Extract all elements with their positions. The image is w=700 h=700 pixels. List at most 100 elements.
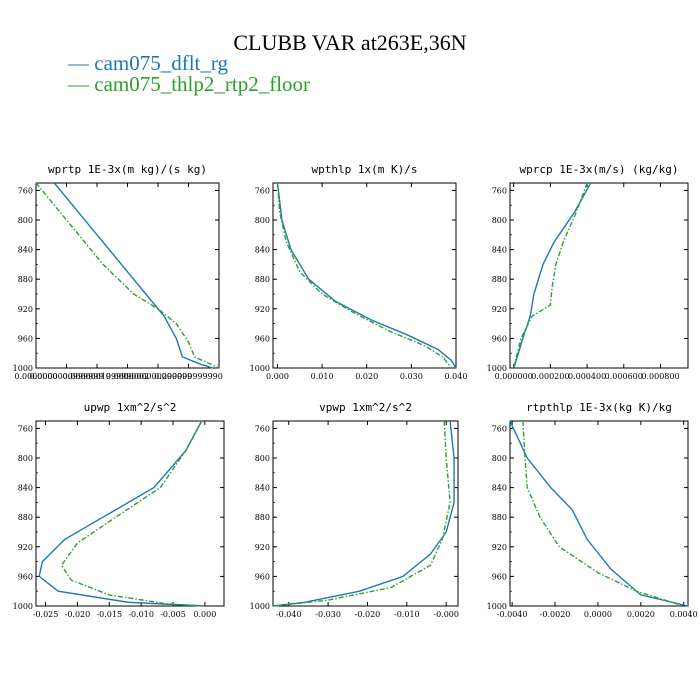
ytick-label-4-5: 960 bbox=[255, 572, 270, 581]
legend-label-1: cam075_thlp2_rtp2_floor bbox=[94, 72, 311, 96]
xtick-label-2-2: 0.000400 bbox=[568, 372, 606, 381]
ytick-label-0-1: 800 bbox=[18, 216, 33, 225]
xtick-label-5-3: 0.0020 bbox=[627, 610, 655, 619]
ytick-label-3-3: 880 bbox=[18, 513, 33, 522]
xtick-label-3-0: -0.025 bbox=[33, 610, 59, 619]
ytick-label-0-0: 760 bbox=[18, 186, 33, 195]
ytick-label-4-1: 800 bbox=[255, 454, 270, 463]
xtick-label-0-3: 0.0000002 bbox=[106, 372, 149, 381]
xtick-label-1-1: 0.010 bbox=[311, 372, 334, 381]
ytick-label-0-3: 880 bbox=[18, 275, 33, 284]
ytick-label-1-3: 880 bbox=[255, 275, 270, 284]
panel-2: wprcp 1E-3x(m/s) (kg/kg) 760 800 840 880 920 9… bbox=[487, 163, 689, 381]
xtick-label-0-1: 0.0000000999999 bbox=[30, 372, 104, 381]
xtick-label-3-1: -0.020 bbox=[65, 610, 91, 619]
xtick-label-0-4: 0.000000299999 bbox=[124, 372, 193, 381]
ytick-label-4-3: 880 bbox=[255, 513, 270, 522]
panel-4: vpwp 1xm^2/s^2 760 800 840 880 920 960 1000 -0.0… bbox=[250, 401, 459, 619]
series-line-5-0 bbox=[509, 420, 689, 607]
xtick-label-1-3: 0.030 bbox=[400, 372, 423, 381]
ytick-label-5-3: 880 bbox=[492, 513, 507, 522]
ytick-label-0-6: 1000 bbox=[13, 364, 33, 373]
xtick-label-0-5: 0.000000999990 bbox=[154, 372, 223, 381]
series-line-3-1 bbox=[60, 420, 205, 607]
ytick-label-5-0: 760 bbox=[492, 424, 507, 433]
ytick-label-5-2: 840 bbox=[492, 484, 507, 493]
panel-title-4: vpwp 1xm^2/s^2 bbox=[319, 401, 412, 414]
series-line-4-1 bbox=[272, 420, 451, 607]
xtick-label-2-1: 0.000200 bbox=[531, 372, 569, 381]
ytick-label-1-4: 920 bbox=[255, 305, 270, 314]
panel-title-5: rtpthlp 1E-3x(kg K)/kg bbox=[526, 401, 672, 414]
xtick-label-3-2: -0.015 bbox=[96, 610, 122, 619]
ytick-label-5-6: 1000 bbox=[487, 602, 507, 611]
ytick-label-5-1: 800 bbox=[492, 454, 507, 463]
ytick-label-3-2: 840 bbox=[18, 484, 33, 493]
series-line-0-0 bbox=[53, 182, 214, 369]
ytick-label-2-3: 880 bbox=[492, 275, 507, 284]
ytick-label-4-6: 1000 bbox=[250, 602, 270, 611]
panel-frame-0 bbox=[35, 182, 220, 369]
xtick-label-2-3: 0.000600 bbox=[605, 372, 643, 381]
panel-frame-3 bbox=[35, 420, 225, 607]
figure-title: CLUBB VAR at263E,36N bbox=[233, 30, 467, 55]
panel-frame-4 bbox=[272, 420, 459, 607]
ytick-label-2-4: 920 bbox=[492, 305, 507, 314]
ytick-label-1-2: 840 bbox=[255, 246, 270, 255]
xtick-label-1-2: 0.020 bbox=[355, 372, 378, 381]
xtick-label-4-1: -0.030 bbox=[315, 610, 341, 619]
ytick-label-4-0: 760 bbox=[255, 424, 270, 433]
series-line-4-0 bbox=[272, 420, 455, 607]
series-line-0-1 bbox=[35, 182, 220, 369]
series-line-2-0 bbox=[513, 182, 592, 369]
xtick-label-5-1: -0.0020 bbox=[540, 610, 571, 619]
panel-title-2: wprcp 1E-3x(m/s) (kg/kg) bbox=[520, 163, 679, 176]
ytick-label-1-5: 960 bbox=[255, 334, 270, 343]
xtick-label-3-5: 0.000 bbox=[193, 610, 216, 619]
xtick-label-5-2: 0.0000 bbox=[584, 610, 612, 619]
panel-title-0: wprtp 1E-3x(m kg)/(s kg) bbox=[48, 163, 207, 176]
panel-3: upwp 1xm^2/s^27608008408809209601000-0.0… bbox=[13, 401, 225, 619]
series-line-1-1 bbox=[276, 182, 453, 369]
xtick-label-3-4: -0.005 bbox=[160, 610, 186, 619]
xtick-label-1-4: 0.040 bbox=[445, 372, 468, 381]
ytick-label-5-5: 960 bbox=[492, 572, 507, 581]
xtick-label-5-0: -0.0040 bbox=[497, 610, 528, 619]
xtick-label-2-4: 0.000800 bbox=[641, 372, 679, 381]
xtick-label-1-0: 0.000 bbox=[266, 372, 289, 381]
xtick-label-4-0: -0.040 bbox=[276, 610, 302, 619]
legend-entry-1: — cam075_thlp2_rtp2_floor bbox=[68, 73, 310, 95]
ytick-label-2-2: 840 bbox=[492, 246, 507, 255]
ytick-label-3-1: 800 bbox=[18, 454, 33, 463]
ytick-label-5-4: 920 bbox=[492, 543, 507, 552]
ytick-label-4-4: 920 bbox=[255, 543, 270, 552]
ytick-label-1-6: 1000 bbox=[250, 364, 270, 373]
series-line-2-1 bbox=[513, 182, 588, 369]
series-line-3-0 bbox=[38, 420, 205, 607]
legend-label-0: cam075_dflt_rg bbox=[94, 51, 229, 75]
ytick-label-3-5: 960 bbox=[18, 572, 33, 581]
xtick-label-3-3: -0.010 bbox=[128, 610, 154, 619]
xtick-label-2-0: 0.000000 bbox=[495, 372, 533, 381]
xtick-label-4-4: -0.000 bbox=[433, 610, 459, 619]
panel-title-1: wpthlp 1x(m K)/s bbox=[312, 163, 418, 176]
xtick-label-4-3: -0.010 bbox=[394, 610, 420, 619]
xtick-label-4-2: -0.020 bbox=[355, 610, 381, 619]
panel-title-3: upwp 1xm^2/s^2 bbox=[84, 401, 177, 414]
ytick-label-0-2: 840 bbox=[18, 246, 33, 255]
panel-frame-2 bbox=[509, 182, 689, 369]
ytick-label-4-2: 840 bbox=[255, 484, 270, 493]
panel-5: rtpthlp 1E-3x(kg K)/kg 760 800 840 880 920 960… bbox=[487, 401, 698, 619]
xtick-label-0-0: 0.0000000 bbox=[14, 372, 57, 381]
ytick-label-0-5: 960 bbox=[18, 334, 33, 343]
legend-marker-1: — bbox=[68, 72, 89, 96]
ytick-label-0-4: 920 bbox=[18, 305, 33, 314]
ytick-label-3-6: 1000 bbox=[13, 602, 33, 611]
panel-frame-5 bbox=[509, 420, 689, 607]
panel-frame-1 bbox=[272, 182, 457, 369]
ytick-label-1-0: 760 bbox=[255, 186, 270, 195]
panel-1: wpthlp 1x(m K)/s76080084088092096010000.… bbox=[250, 163, 468, 381]
ytick-label-2-6: 1000 bbox=[487, 364, 507, 373]
legend-marker-0: — bbox=[68, 51, 89, 75]
